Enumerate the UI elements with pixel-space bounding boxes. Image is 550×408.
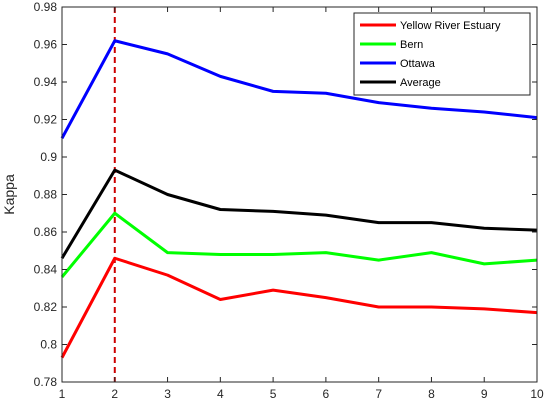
legend: Yellow River Estuary Bern Ottawa Average xyxy=(353,12,531,96)
y-tick-label: 0.86 xyxy=(34,225,58,239)
x-tick-label: 9 xyxy=(481,387,488,401)
y-tick-label: 0.9 xyxy=(40,150,57,164)
x-tick-label: 5 xyxy=(270,387,277,401)
y-tick-label: 0.82 xyxy=(34,300,58,314)
y-tick-label: 0.84 xyxy=(34,263,58,277)
x-tick-label: 8 xyxy=(428,387,435,401)
y-tick-label: 0.92 xyxy=(34,113,58,127)
x-tick-label: 2 xyxy=(111,387,118,401)
series-line-average xyxy=(60,168,538,260)
y-tick-label: 0.78 xyxy=(34,375,58,389)
y-tick-label: 0.94 xyxy=(34,75,58,89)
legend-label-bern: Bern xyxy=(400,39,423,51)
x-tick-label: 6 xyxy=(323,387,330,401)
series-line-ottawa xyxy=(60,39,538,139)
y-tick-label: 0.96 xyxy=(34,38,58,52)
x-tick-label: 1 xyxy=(59,387,66,401)
series-line-bern xyxy=(60,211,538,278)
series-line-yellow-river-estuary xyxy=(60,256,538,359)
series-layer xyxy=(60,39,538,359)
legend-label-average: Average xyxy=(400,77,441,89)
x-tick-label: 7 xyxy=(375,387,382,401)
legend-label-ottawa: Ottawa xyxy=(400,58,436,70)
legend-label-yellow-river-estuary: Yellow River Estuary xyxy=(400,20,501,32)
y-tick-label: 0.88 xyxy=(34,188,58,202)
y-tick-label: 0.98 xyxy=(34,0,58,14)
ticks: 1 2 3 4 5 6 7 8 9 10 0.78 0.8 0.82 0.84 0.86 0.88 0.9 0.9… xyxy=(34,0,544,401)
y-axis-title: Kappa xyxy=(1,174,17,215)
x-tick-label: 10 xyxy=(530,387,544,401)
x-tick-label: 3 xyxy=(164,387,171,401)
x-tick-label: 4 xyxy=(217,387,224,401)
y-tick-label: 0.8 xyxy=(40,338,57,352)
